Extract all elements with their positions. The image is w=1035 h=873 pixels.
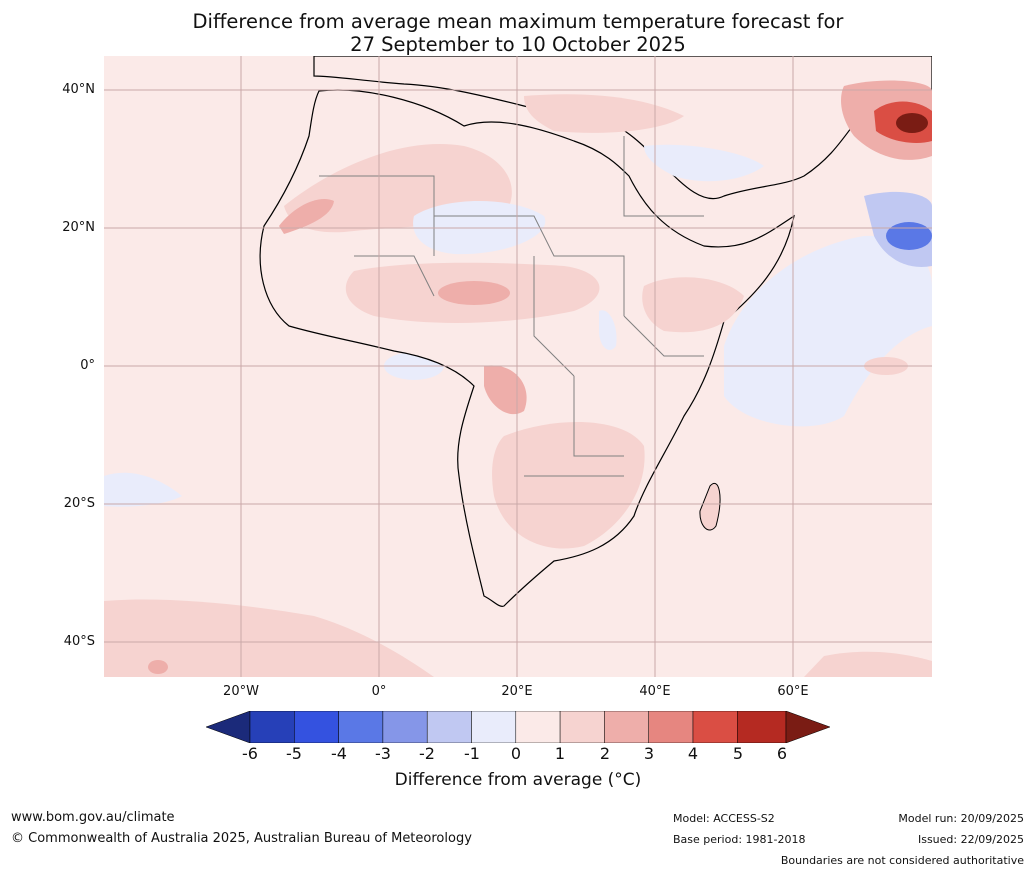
colorbar-tick-m3: -3 xyxy=(375,744,391,763)
colorbar-tick-m4: -4 xyxy=(331,744,347,763)
footer-disclaimer: Boundaries are not considered authoritat… xyxy=(780,854,1024,867)
lon-label-20w: 20°W xyxy=(223,684,259,699)
chart-title: Difference from average mean maximum tem… xyxy=(104,10,932,56)
title-line-2: 27 September to 10 October 2025 xyxy=(350,33,686,56)
footer-website: www.bom.gov.au/climate xyxy=(11,810,175,825)
colorbar-tick-1: 1 xyxy=(554,744,566,763)
anomaly-middle-east-cool xyxy=(644,144,764,182)
colorbar-tick-2: 2 xyxy=(599,744,611,763)
colorbar-segment-9 xyxy=(604,711,649,743)
footer-copyright: © Commonwealth of Australia 2025, Austra… xyxy=(11,831,472,846)
colorbar-segment-1 xyxy=(249,711,295,743)
lon-label-0: 0° xyxy=(371,684,387,699)
lat-label-20s: 20°S xyxy=(63,496,95,511)
colorbar-segment-13 xyxy=(785,711,830,743)
anomaly-west-africa-hot xyxy=(279,198,334,234)
lon-label-20e: 20°E xyxy=(501,684,533,699)
lon-label-40e: 40°E xyxy=(639,684,671,699)
colorbar-tick-m5: -5 xyxy=(286,744,302,763)
title-line-1: Difference from average mean maximum tem… xyxy=(192,10,844,33)
anomaly-asia-very-hot xyxy=(896,113,928,133)
colorbar-tick-0: 0 xyxy=(510,744,522,763)
colorbar-segment-7 xyxy=(515,711,561,743)
anomaly-patch-atlantic-cool xyxy=(104,472,182,507)
colorbar-tick-m1: -1 xyxy=(464,744,480,763)
colorbar-tick-m2: -2 xyxy=(419,744,435,763)
colorbar-tick-3: 3 xyxy=(643,744,655,763)
anomaly-horn-africa-warm xyxy=(642,277,744,333)
anomaly-sahel-hot xyxy=(438,281,510,305)
anomaly-congo-warm xyxy=(484,365,527,415)
colorbar-segment-6 xyxy=(471,711,517,743)
lat-label-20n: 20°N xyxy=(62,220,95,235)
anomaly-east-africa-cool xyxy=(599,310,617,351)
colorbar-segment-2 xyxy=(294,711,339,743)
madagascar xyxy=(699,483,721,531)
colorbar-tick-6: 6 xyxy=(776,744,788,763)
anomaly-patch-indian-cool xyxy=(724,235,932,427)
colorbar-tick-5: 5 xyxy=(732,744,744,763)
anomaly-patch-arabian-sea-strong xyxy=(886,222,932,250)
lat-label-40n: 40°N xyxy=(62,82,95,97)
anomaly-southern-africa-warm xyxy=(492,422,645,549)
colorbar-label: Difference from average (°C) xyxy=(394,770,642,790)
footer-issued: Issued: 22/09/2025 xyxy=(917,833,1024,846)
lon-label-60e: 60°E xyxy=(777,684,809,699)
country-borders xyxy=(319,136,704,477)
footer-model-run: Model run: 20/09/2025 xyxy=(898,812,1024,825)
colorbar-segment-8 xyxy=(559,711,605,743)
map-svg xyxy=(104,56,932,677)
colorbar-segment-5 xyxy=(426,711,472,743)
colorbar-segment-4 xyxy=(382,711,428,743)
colorbar-segment-10 xyxy=(648,711,694,743)
footer-base-period: Base period: 1981-2018 xyxy=(673,833,806,846)
colorbar-segment-12 xyxy=(737,711,787,743)
anomaly-patch-south-indian xyxy=(804,651,932,677)
colorbar-tick-m6: -6 xyxy=(242,744,258,763)
lat-label-0: 0° xyxy=(80,358,95,373)
colorbar-segment-0 xyxy=(206,711,251,743)
lat-label-40s: 40°S xyxy=(63,634,95,649)
colorbar-segment-3 xyxy=(338,711,384,743)
colorbar-tick-4: 4 xyxy=(687,744,699,763)
anomaly-patch-south-hot-spot xyxy=(148,660,168,674)
colorbar-segment-11 xyxy=(692,711,738,743)
anomaly-patch-south-atlantic xyxy=(104,599,434,677)
colorbar xyxy=(206,711,830,743)
temperature-anomaly-map xyxy=(104,56,932,677)
anomaly-middle-east-warm xyxy=(524,94,684,133)
footer-model: Model: ACCESS-S2 xyxy=(673,812,775,825)
